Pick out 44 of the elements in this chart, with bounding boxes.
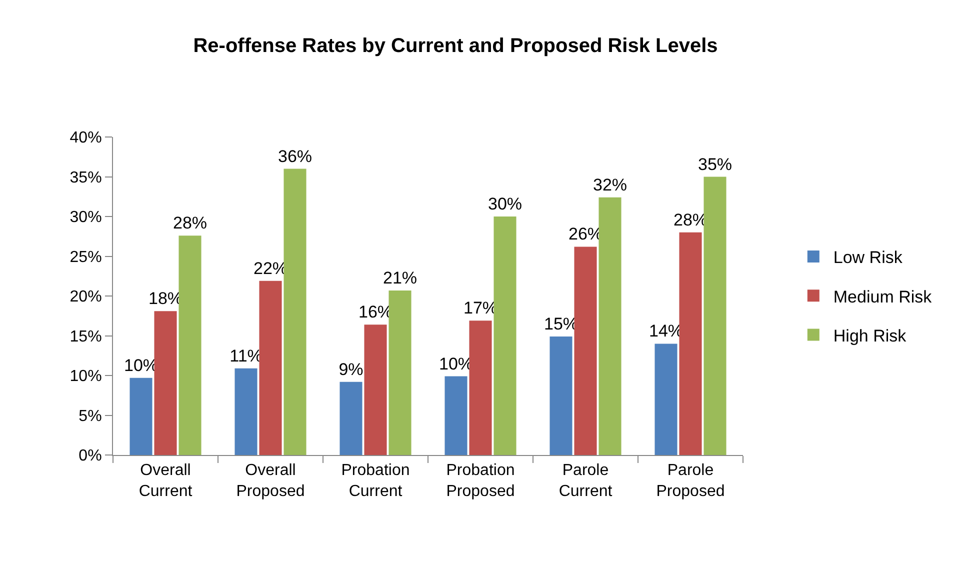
data-label: 36%: [278, 146, 312, 166]
x-tick-label: Overall Proposed: [236, 462, 305, 500]
x-tick-label: Probation Proposed: [446, 462, 515, 500]
data-label: 35%: [698, 154, 732, 174]
legend-label: Low Risk: [833, 248, 903, 268]
y-tick-label: 10%: [70, 368, 102, 386]
bar: [574, 246, 597, 455]
chart-title: Re-offense Rates by Current and Proposed Risk Levels: [193, 35, 718, 58]
x-tick-label: Probation Current: [341, 462, 410, 500]
x-tick-label: Parole Proposed: [656, 462, 725, 500]
bar: [444, 376, 468, 455]
y-tick-label: 5%: [78, 408, 102, 425]
y-tick-label: 20%: [70, 288, 102, 306]
bar: [469, 320, 492, 455]
bar: [364, 324, 387, 455]
y-tick-label: 0%: [78, 448, 102, 465]
y-tick-label: 40%: [70, 130, 102, 147]
data-label: 30%: [488, 194, 522, 214]
bar: [550, 336, 572, 455]
data-label: 32%: [592, 175, 628, 194]
bar: [178, 236, 202, 455]
y-tick-label: 25%: [70, 248, 102, 266]
data-label: 9%: [338, 360, 364, 379]
bar: [259, 280, 282, 455]
bar: [234, 368, 258, 455]
x-tick-label: Overall Current: [138, 462, 193, 500]
bar: [388, 290, 412, 455]
y-tick-label: 35%: [70, 169, 102, 186]
legend-label: Medium Risk: [833, 287, 932, 306]
data-label: 28%: [172, 214, 208, 233]
bar: [130, 378, 152, 455]
bar: [340, 382, 362, 455]
bar: [598, 197, 622, 455]
bar: [679, 232, 702, 455]
x-tick-label: Parole Current: [558, 462, 613, 500]
bar: [154, 311, 177, 455]
bar: [704, 176, 726, 455]
y-tick-label: 15%: [70, 328, 102, 346]
bar: [654, 344, 678, 455]
bar: [284, 168, 306, 455]
data-label: 21%: [382, 268, 418, 288]
bar: [494, 216, 516, 455]
y-tick-label: 30%: [70, 209, 102, 226]
legend-label: High Risk: [833, 326, 907, 346]
